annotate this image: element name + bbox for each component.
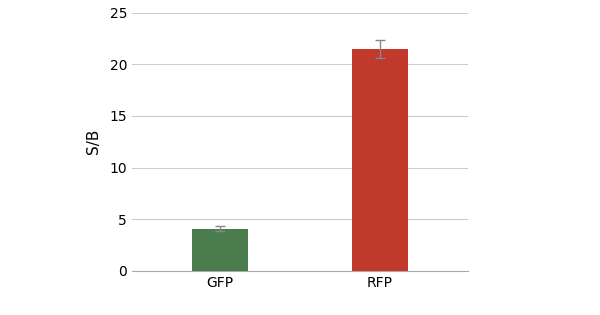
Bar — [192, 229, 248, 271]
Bar — [352, 49, 408, 271]
Y-axis label: S/B: S/B — [86, 129, 101, 154]
